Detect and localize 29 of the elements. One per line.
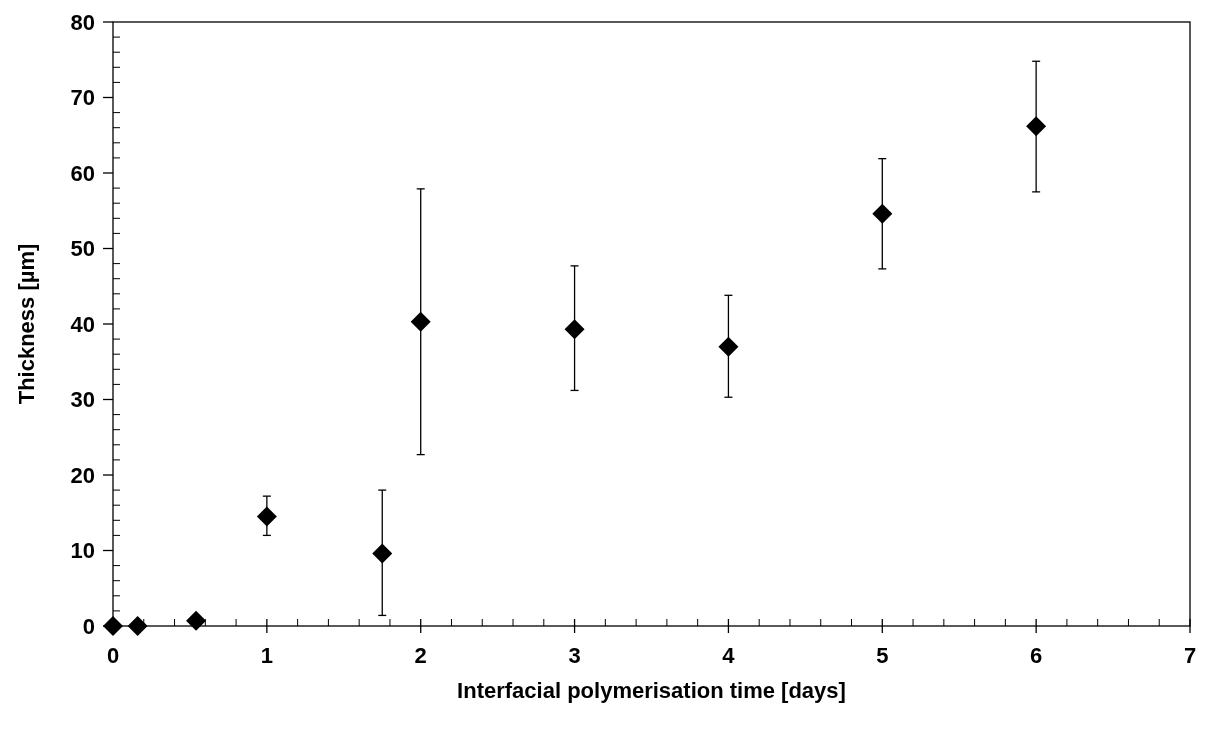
y-tick-label: 50	[70, 236, 95, 262]
y-tick-label: 10	[70, 538, 95, 564]
point	[103, 616, 123, 636]
x-tick-label: 1	[260, 643, 273, 668]
x-axis-title: Interfacial polymerisation time [days]	[457, 678, 846, 703]
y-tick-label: 30	[70, 387, 95, 413]
x-tick-label: 6	[1030, 643, 1043, 668]
x-tick-label: 2	[414, 643, 427, 668]
point	[186, 610, 207, 631]
point	[256, 506, 277, 527]
point	[1026, 116, 1047, 137]
x-tick-label: 3	[568, 643, 581, 668]
point	[564, 319, 585, 340]
x-tick-label: 0	[106, 643, 120, 668]
y-axis-title: Thickness [µm]	[14, 243, 39, 405]
x-tick-label: 5	[876, 643, 889, 668]
y-tick-label: 40	[70, 311, 95, 337]
x-tick-label: 7	[1183, 643, 1197, 668]
point	[127, 616, 148, 636]
x-tick-label: 4	[722, 643, 736, 668]
y-tick-label: 80	[70, 9, 95, 35]
point	[372, 543, 393, 564]
point	[410, 311, 431, 332]
point	[718, 336, 739, 357]
y-tick-label: 60	[70, 160, 95, 186]
y-tick-label: 0	[82, 613, 95, 639]
y-tick-label: 70	[70, 85, 95, 111]
point	[872, 203, 893, 224]
y-tick-label: 20	[70, 462, 95, 488]
